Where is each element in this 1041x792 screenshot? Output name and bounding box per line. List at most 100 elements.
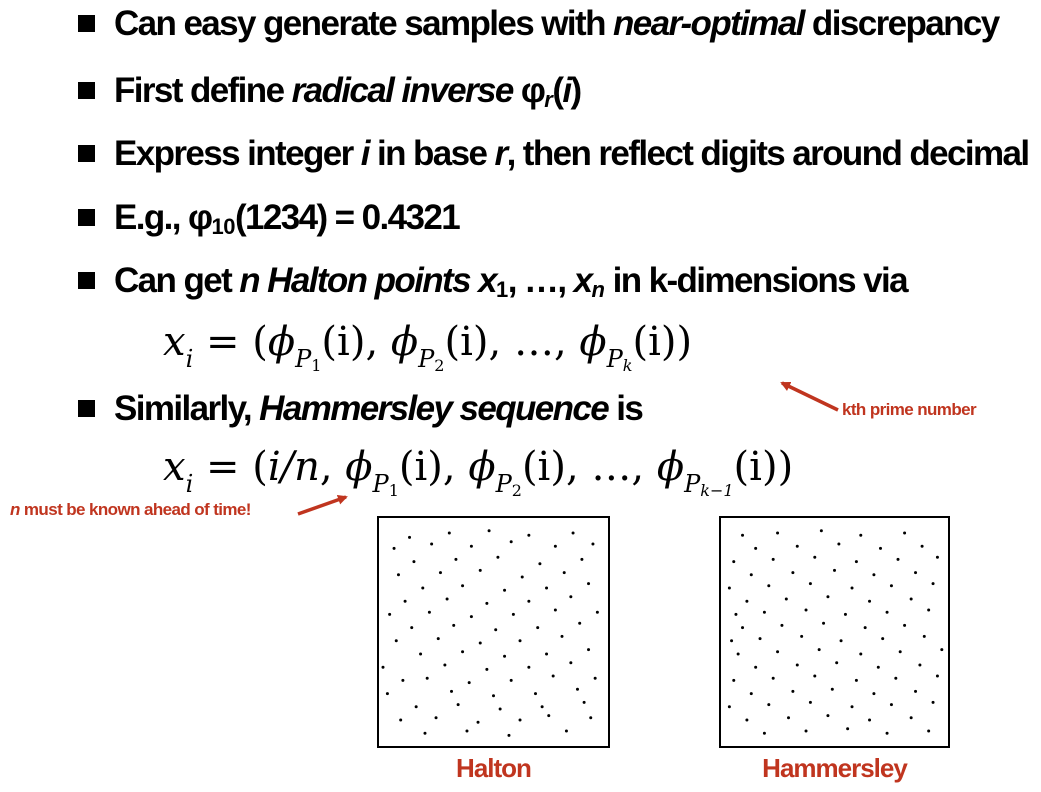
formula-sub: i — [185, 470, 194, 498]
sample-point — [414, 705, 418, 709]
formula-sep: , — [488, 319, 514, 365]
sample-point — [914, 571, 918, 575]
sample-point — [843, 612, 847, 616]
sample-point — [538, 562, 542, 566]
sample-point — [909, 597, 913, 601]
kth-prime-arrow — [780, 381, 839, 412]
bullet-emphasis: near-optimal — [612, 4, 805, 43]
sample-point — [776, 650, 780, 654]
kth-prime-annotation: kth prime number — [842, 400, 977, 419]
sample-point — [467, 681, 471, 685]
sample-point — [469, 615, 473, 619]
formula-sub: i — [185, 345, 194, 373]
sample-point — [736, 652, 740, 656]
formula-eq: = ( — [193, 319, 268, 365]
sample-point — [578, 621, 582, 625]
n-known-annotation: n must be known ahead of time! — [10, 501, 251, 518]
paren: ) — [570, 71, 583, 110]
sample-point — [808, 582, 812, 586]
bullet-square-icon — [78, 145, 95, 162]
sample-point — [461, 650, 465, 654]
sample-point — [800, 634, 804, 638]
formula-subsub: 1 — [311, 356, 322, 375]
hammersley-formula: xi = (i/n, ϕP1(i), ϕP2(i), …, ϕPk−1(i)) — [163, 447, 793, 499]
formula-arg: (i) — [632, 319, 677, 365]
formula-dots: … — [591, 444, 632, 490]
sample-point — [419, 652, 423, 656]
sample-point — [868, 718, 872, 722]
bullet-text: , then reflect digits around decimal — [506, 134, 1031, 173]
sample-point — [727, 586, 731, 590]
sample-point — [408, 535, 412, 539]
sample-point — [511, 612, 515, 616]
sample-point — [835, 661, 839, 665]
formula-sep: , — [442, 444, 469, 490]
sample-point — [854, 678, 858, 682]
sample-point — [388, 612, 392, 616]
sample-point — [876, 665, 880, 669]
bullet-emphasis: x — [573, 261, 593, 300]
sample-point — [833, 568, 836, 572]
sample-point — [443, 663, 447, 667]
sample-point — [850, 705, 854, 709]
bullet-square-icon — [78, 209, 95, 226]
formula-sep: , — [631, 444, 657, 490]
sample-point — [450, 689, 454, 693]
sample-point — [804, 729, 808, 733]
annotation-text: must be known ahead of time! — [19, 500, 252, 519]
bullet-emphasis: radical inverse — [291, 71, 515, 110]
sample-point — [507, 733, 511, 737]
sample-point — [425, 676, 429, 680]
sample-point — [808, 700, 812, 704]
sample-point — [885, 731, 889, 735]
bullet-text: , …, — [507, 261, 574, 300]
bullet-text: in k-dimensions via — [604, 261, 909, 300]
sample-point — [819, 529, 823, 533]
sample-point — [403, 599, 407, 603]
sample-point — [562, 571, 566, 575]
sample-point — [580, 557, 584, 561]
hammersley-plot — [719, 516, 950, 748]
halton-formula: xi = (ϕP1(i), ϕP2(i), …, ϕPk(i)) — [163, 322, 692, 374]
formula-subsub: 1 — [388, 481, 399, 500]
sample-point — [498, 707, 502, 711]
sample-point — [492, 694, 495, 698]
formula-sep: , — [319, 444, 346, 490]
sample-point — [881, 637, 885, 641]
bullet-1: Can easy generate samples with near-opti… — [78, 4, 1000, 43]
sample-point — [587, 648, 591, 652]
bullet-emphasis: i — [360, 134, 371, 173]
sample-point — [503, 588, 507, 592]
formula-sub: P — [372, 470, 389, 498]
sample-point — [931, 700, 935, 704]
formula-sub: P — [495, 470, 512, 498]
phi-symbol: φ — [512, 71, 546, 110]
sample-point — [410, 626, 414, 630]
sample-point — [527, 665, 531, 669]
paren: ( — [552, 71, 564, 110]
formula-end: ) — [777, 444, 794, 490]
sample-point — [754, 546, 758, 550]
sample-point — [401, 678, 405, 682]
sample-point — [551, 674, 555, 678]
bullet-emphasis: i — [562, 71, 572, 110]
sample-point — [423, 731, 427, 735]
sample-point — [560, 634, 564, 638]
sample-point — [456, 703, 460, 707]
sample-point — [894, 676, 898, 680]
sample-point — [587, 582, 591, 586]
sample-point — [920, 544, 924, 548]
formula-eq: = ( — [193, 444, 268, 490]
formula-phi: ϕ — [579, 319, 607, 365]
sample-point — [903, 531, 907, 535]
formula-sub: P — [606, 345, 623, 373]
sample-point — [889, 584, 893, 588]
sample-point — [927, 729, 931, 733]
sample-point — [434, 716, 438, 720]
sample-point — [749, 573, 753, 577]
halton-plot — [377, 516, 610, 748]
formula-phi: ϕ — [390, 319, 419, 365]
sample-point — [771, 676, 775, 680]
bullet-square-icon — [78, 400, 95, 417]
sample-point — [730, 639, 734, 643]
